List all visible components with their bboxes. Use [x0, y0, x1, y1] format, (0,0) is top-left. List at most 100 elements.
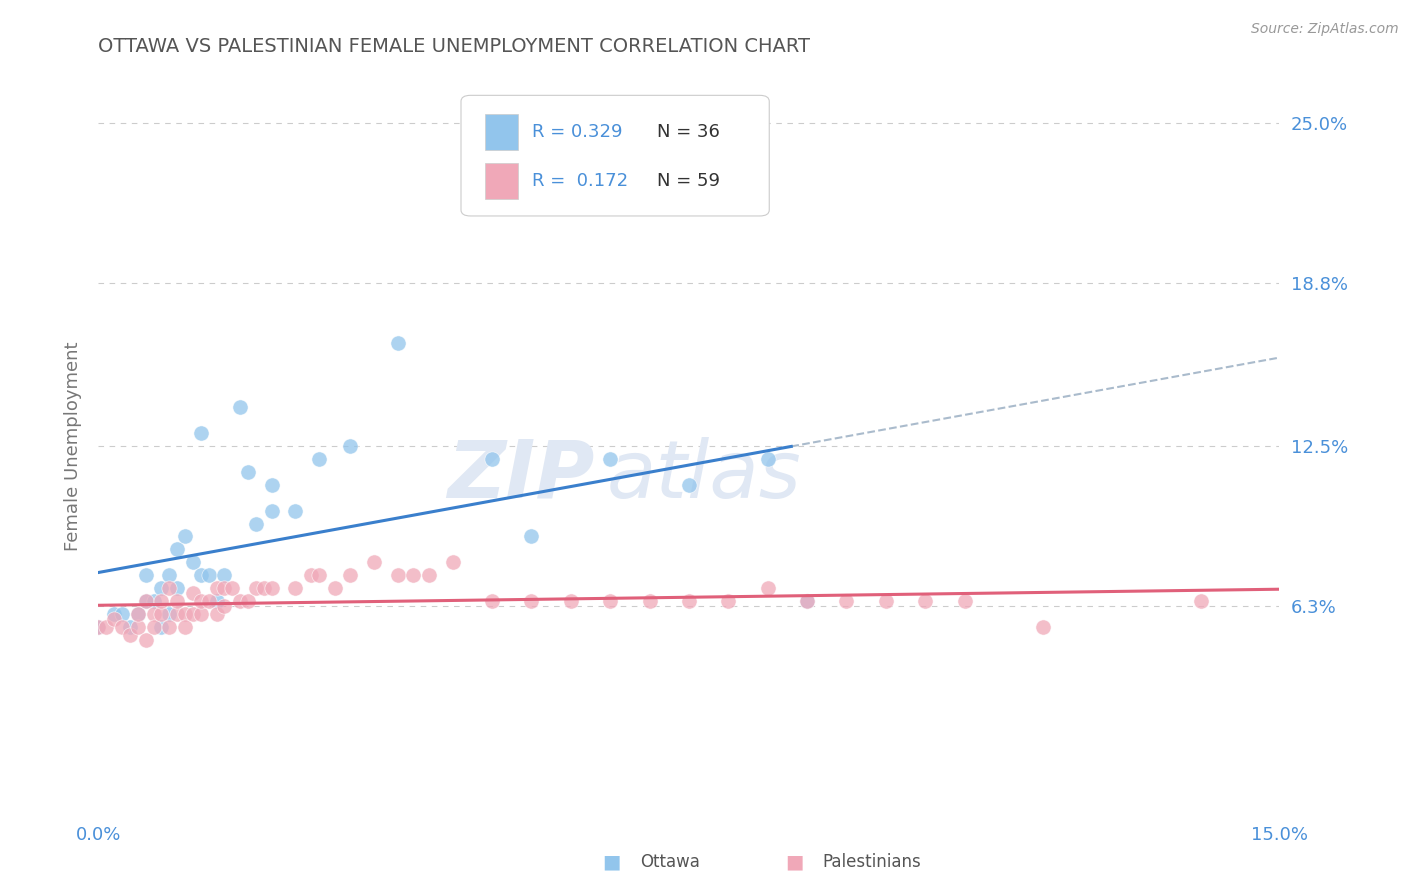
Point: [157, 620, 180, 634]
Point: [205, 594, 228, 608]
Point: [599, 451, 621, 466]
Point: [142, 607, 165, 621]
Point: [174, 620, 197, 634]
Point: [157, 607, 180, 621]
Point: [150, 594, 173, 608]
Text: R =  0.172: R = 0.172: [531, 172, 628, 190]
Point: [1032, 620, 1054, 634]
Point: [181, 555, 204, 569]
Point: [127, 607, 149, 621]
Point: [363, 555, 385, 569]
Point: [520, 594, 543, 608]
Point: [253, 581, 276, 595]
Point: [118, 627, 141, 641]
Point: [953, 594, 976, 608]
Point: [402, 568, 425, 582]
Text: N = 59: N = 59: [657, 172, 720, 190]
Point: [166, 607, 188, 621]
Point: [387, 568, 409, 582]
Point: [323, 581, 346, 595]
Point: [142, 620, 165, 634]
Text: Source: ZipAtlas.com: Source: ZipAtlas.com: [1251, 22, 1399, 37]
Point: [103, 607, 125, 621]
Text: Ottawa: Ottawa: [640, 854, 700, 871]
Point: [197, 594, 219, 608]
Point: [150, 620, 173, 634]
Point: [166, 581, 188, 595]
Point: [638, 594, 661, 608]
Point: [481, 451, 503, 466]
Point: [308, 451, 330, 466]
Point: [284, 503, 307, 517]
Point: [166, 594, 188, 608]
Point: [560, 594, 582, 608]
Point: [197, 568, 219, 582]
Point: [190, 594, 212, 608]
Point: [284, 581, 307, 595]
FancyBboxPatch shape: [485, 114, 517, 150]
Point: [190, 426, 212, 441]
Point: [157, 581, 180, 595]
Point: [87, 620, 110, 634]
Point: [111, 607, 134, 621]
Point: [245, 581, 267, 595]
Point: [260, 477, 283, 491]
Point: [135, 594, 157, 608]
Point: [245, 516, 267, 531]
Point: [796, 594, 818, 608]
FancyBboxPatch shape: [461, 95, 769, 216]
Point: [127, 607, 149, 621]
Point: [157, 568, 180, 582]
Point: [717, 594, 740, 608]
Point: [111, 620, 134, 634]
Point: [756, 581, 779, 595]
Point: [214, 581, 236, 595]
Text: OTTAWA VS PALESTINIAN FEMALE UNEMPLOYMENT CORRELATION CHART: OTTAWA VS PALESTINIAN FEMALE UNEMPLOYMEN…: [98, 37, 810, 56]
Y-axis label: Female Unemployment: Female Unemployment: [63, 342, 82, 550]
Text: atlas: atlas: [606, 437, 801, 515]
Point: [339, 568, 361, 582]
Point: [150, 581, 173, 595]
Point: [190, 607, 212, 621]
Point: [339, 439, 361, 453]
Point: [678, 477, 700, 491]
Point: [260, 581, 283, 595]
Text: R = 0.329: R = 0.329: [531, 123, 623, 141]
Text: N = 36: N = 36: [657, 123, 720, 141]
Point: [229, 401, 252, 415]
Point: [135, 632, 157, 647]
Point: [174, 607, 197, 621]
Point: [520, 529, 543, 543]
Point: [205, 581, 228, 595]
Point: [221, 581, 243, 595]
Text: Palestinians: Palestinians: [823, 854, 921, 871]
FancyBboxPatch shape: [485, 163, 517, 199]
Point: [127, 620, 149, 634]
Point: [418, 568, 440, 582]
Point: [214, 599, 236, 614]
Point: [190, 568, 212, 582]
Point: [87, 620, 110, 634]
Text: ■: ■: [602, 853, 621, 871]
Point: [299, 568, 322, 582]
Point: [181, 607, 204, 621]
Point: [229, 594, 252, 608]
Point: [236, 465, 259, 479]
Text: ■: ■: [785, 853, 804, 871]
Point: [214, 568, 236, 582]
Point: [142, 594, 165, 608]
Point: [181, 586, 204, 600]
Point: [308, 568, 330, 582]
Point: [914, 594, 936, 608]
Point: [1189, 594, 1212, 608]
Point: [135, 568, 157, 582]
Point: [205, 607, 228, 621]
Point: [166, 542, 188, 557]
Point: [174, 529, 197, 543]
Point: [678, 594, 700, 608]
Point: [150, 607, 173, 621]
Point: [387, 335, 409, 350]
Point: [96, 620, 118, 634]
Point: [481, 594, 503, 608]
Point: [236, 594, 259, 608]
